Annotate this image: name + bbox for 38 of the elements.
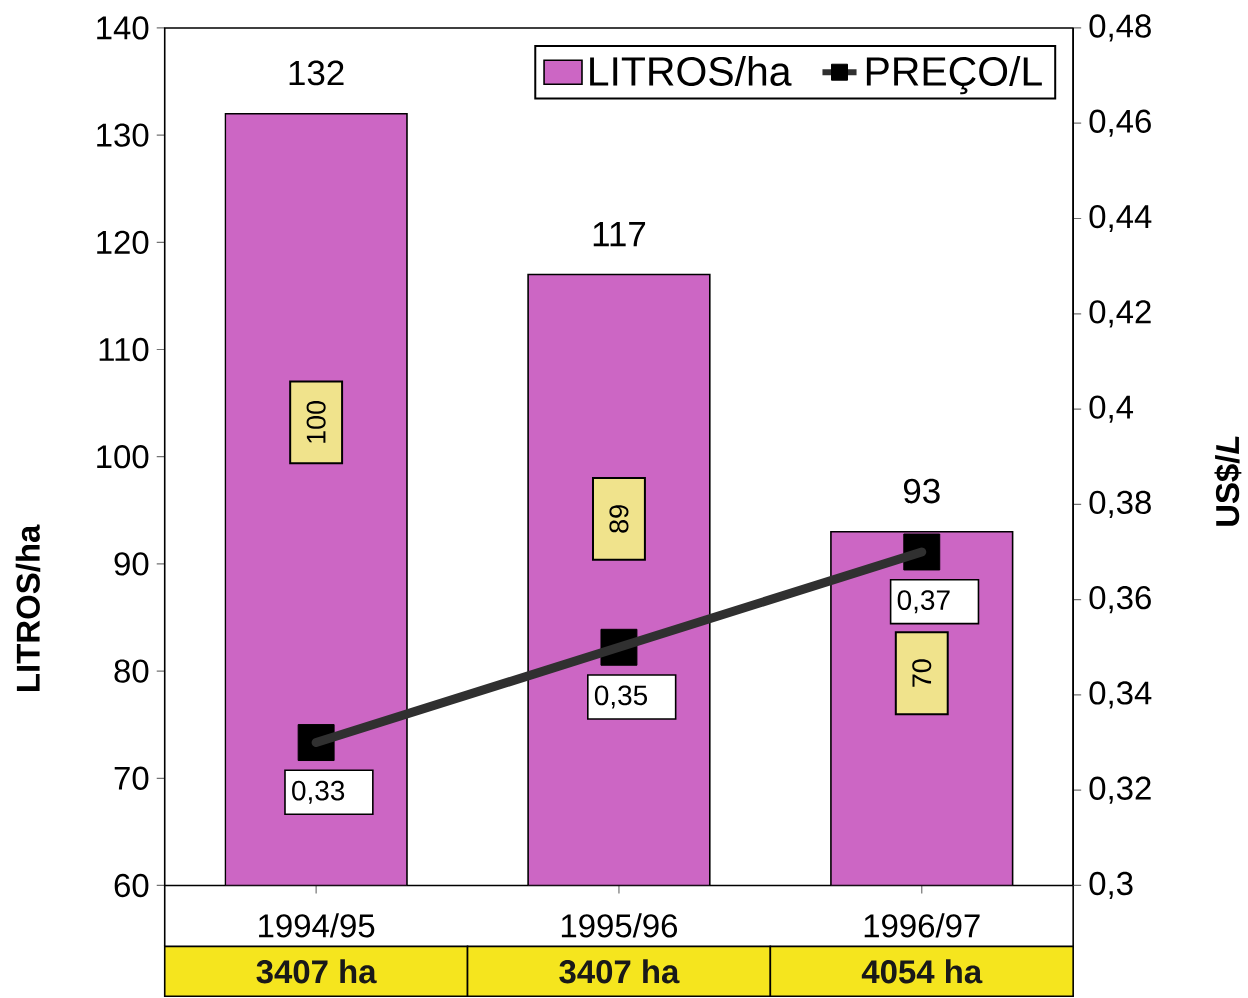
- data-label: 0,37: [897, 589, 950, 614]
- x-tick-label: 1994/95: [259, 913, 375, 938]
- data-label: 117: [593, 221, 646, 246]
- y-tick-label: 80: [114, 659, 149, 683]
- annotation: 100: [306, 400, 326, 443]
- data-label: 0,35: [594, 685, 648, 709]
- y2-tick-label: 0,38: [1089, 490, 1151, 518]
- data-label: 0,33: [292, 780, 345, 804]
- y2-tick-label: 0,32: [1089, 776, 1151, 804]
- annotation: 70: [912, 659, 932, 687]
- y-tick-label: 90: [114, 552, 149, 576]
- legend-label: LITROS/ha: [590, 55, 792, 86]
- y2-axis-title: US$/L: [1214, 436, 1242, 526]
- x-tick-label: 1995/96: [561, 913, 678, 938]
- y2-tick-label: 0,44: [1089, 204, 1152, 232]
- y2-tick-label: 0,34: [1089, 681, 1152, 709]
- text: 4054 ha: [861, 959, 983, 984]
- y2-tick-label: 0,36: [1089, 585, 1151, 614]
- y2-tick-label: 0,4: [1089, 395, 1134, 423]
- y2-tick-label: 0,46: [1089, 109, 1151, 137]
- text: 3407 ha: [559, 959, 680, 984]
- y2-tick-label: 0,42: [1089, 300, 1151, 328]
- y-tick-label: 130: [97, 123, 149, 147]
- text: 3407 ha: [256, 959, 377, 984]
- y-tick-label: 100: [97, 444, 149, 469]
- y2-tick-label: 0,48: [1089, 14, 1151, 42]
- y-tick-label: 120: [97, 230, 149, 254]
- y-tick-label: 60: [114, 873, 149, 897]
- legend-label: PREÇO/L: [866, 55, 1042, 95]
- y-tick-label: 140: [97, 16, 149, 40]
- y2-tick-label: 0,3: [1089, 871, 1133, 899]
- annotation: 89: [609, 505, 629, 533]
- y-tick-label: 70: [114, 766, 149, 790]
- x-tick-label: 1996/97: [864, 913, 980, 938]
- data-label: 132: [289, 60, 344, 86]
- y-tick-label: 110: [99, 337, 149, 362]
- y-axis-title: LITROS/ha: [15, 524, 41, 691]
- data-label: 93: [903, 478, 940, 504]
